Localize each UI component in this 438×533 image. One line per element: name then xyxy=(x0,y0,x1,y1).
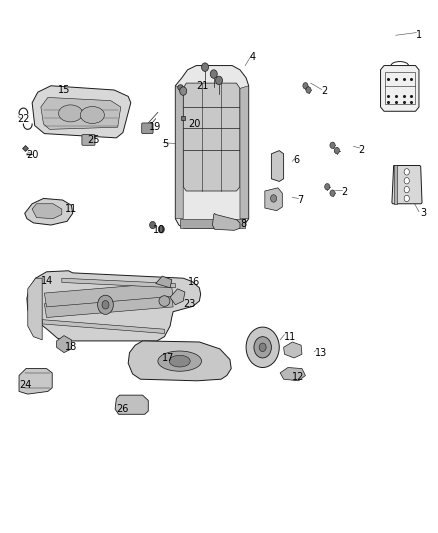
Text: 20: 20 xyxy=(26,150,39,160)
Text: 6: 6 xyxy=(293,155,299,165)
Ellipse shape xyxy=(59,105,82,122)
FancyBboxPatch shape xyxy=(142,123,153,134)
Circle shape xyxy=(303,83,308,89)
Polygon shape xyxy=(62,278,175,288)
Polygon shape xyxy=(42,320,164,334)
Polygon shape xyxy=(240,86,249,219)
Text: 11: 11 xyxy=(65,204,78,214)
Polygon shape xyxy=(280,368,305,381)
Text: 11: 11 xyxy=(284,332,296,342)
Circle shape xyxy=(334,148,339,154)
Polygon shape xyxy=(115,395,148,414)
Text: 24: 24 xyxy=(19,379,32,390)
Text: 5: 5 xyxy=(162,139,169,149)
Circle shape xyxy=(102,301,109,309)
Text: 4: 4 xyxy=(250,52,256,61)
Text: 16: 16 xyxy=(188,278,201,287)
Text: 14: 14 xyxy=(41,277,53,286)
Text: 2: 2 xyxy=(341,187,347,197)
Text: 15: 15 xyxy=(58,85,71,95)
Text: 19: 19 xyxy=(149,122,161,132)
Ellipse shape xyxy=(81,107,104,124)
Polygon shape xyxy=(27,271,201,341)
Polygon shape xyxy=(381,66,419,111)
Circle shape xyxy=(215,76,223,85)
Text: 8: 8 xyxy=(241,219,247,229)
Ellipse shape xyxy=(169,356,190,367)
FancyBboxPatch shape xyxy=(82,135,95,146)
Circle shape xyxy=(404,177,410,184)
Text: 7: 7 xyxy=(297,195,304,205)
Text: 26: 26 xyxy=(117,404,129,414)
Circle shape xyxy=(150,221,155,229)
Polygon shape xyxy=(175,86,183,219)
Polygon shape xyxy=(44,282,173,307)
Polygon shape xyxy=(128,341,231,381)
Circle shape xyxy=(259,343,266,352)
Polygon shape xyxy=(284,342,302,358)
Polygon shape xyxy=(180,219,245,228)
Text: 23: 23 xyxy=(183,298,196,309)
Ellipse shape xyxy=(159,296,170,306)
Polygon shape xyxy=(175,66,249,228)
Polygon shape xyxy=(155,276,172,288)
Polygon shape xyxy=(19,368,52,394)
Polygon shape xyxy=(41,98,121,130)
Circle shape xyxy=(404,187,410,193)
Polygon shape xyxy=(32,86,131,138)
Circle shape xyxy=(210,70,217,78)
Circle shape xyxy=(158,225,164,233)
Text: 12: 12 xyxy=(292,372,305,382)
Ellipse shape xyxy=(158,351,201,371)
Polygon shape xyxy=(183,83,240,191)
Polygon shape xyxy=(265,188,283,211)
Circle shape xyxy=(404,195,410,201)
Circle shape xyxy=(98,295,113,314)
Text: 22: 22 xyxy=(17,114,30,124)
Circle shape xyxy=(306,87,311,93)
Circle shape xyxy=(330,142,335,149)
Text: 3: 3 xyxy=(420,208,426,219)
Text: 13: 13 xyxy=(315,348,327,358)
Text: 1: 1 xyxy=(417,30,423,41)
Text: 10: 10 xyxy=(152,225,165,236)
Text: 18: 18 xyxy=(65,342,78,352)
Polygon shape xyxy=(272,151,284,181)
Circle shape xyxy=(246,327,279,368)
Circle shape xyxy=(271,195,277,202)
Polygon shape xyxy=(28,278,42,340)
Text: 25: 25 xyxy=(87,135,99,145)
Polygon shape xyxy=(392,165,422,204)
Polygon shape xyxy=(44,293,173,318)
Polygon shape xyxy=(57,336,71,353)
Polygon shape xyxy=(32,204,62,219)
Text: 2: 2 xyxy=(359,144,365,155)
Circle shape xyxy=(201,63,208,71)
Circle shape xyxy=(330,190,335,196)
Circle shape xyxy=(325,183,330,190)
Text: 17: 17 xyxy=(162,353,175,363)
Polygon shape xyxy=(212,213,240,230)
Circle shape xyxy=(180,87,187,95)
Polygon shape xyxy=(170,289,185,305)
Text: 2: 2 xyxy=(321,86,328,96)
Text: 20: 20 xyxy=(188,119,201,129)
Text: 21: 21 xyxy=(196,81,208,91)
Polygon shape xyxy=(394,165,397,204)
Circle shape xyxy=(254,337,272,358)
Circle shape xyxy=(404,168,410,175)
Polygon shape xyxy=(25,198,73,225)
